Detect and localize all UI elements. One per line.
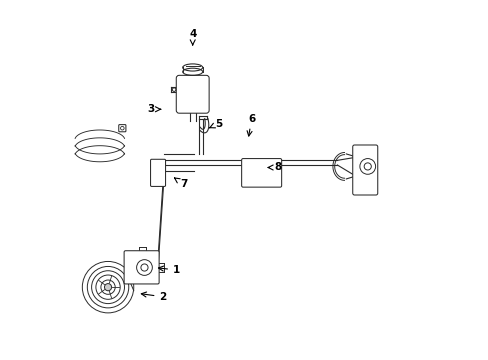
Text: 3: 3 [147,104,160,114]
FancyBboxPatch shape [241,158,281,187]
Text: 8: 8 [267,162,282,172]
Circle shape [104,284,111,291]
Text: 6: 6 [246,113,255,136]
FancyBboxPatch shape [352,145,377,195]
Text: 1: 1 [158,265,180,275]
FancyBboxPatch shape [176,75,209,113]
FancyBboxPatch shape [119,125,125,132]
Text: 5: 5 [209,118,222,129]
Text: 2: 2 [141,292,166,302]
Text: 7: 7 [174,178,187,189]
FancyBboxPatch shape [124,251,159,284]
Text: 4: 4 [189,28,196,45]
FancyBboxPatch shape [150,159,165,186]
